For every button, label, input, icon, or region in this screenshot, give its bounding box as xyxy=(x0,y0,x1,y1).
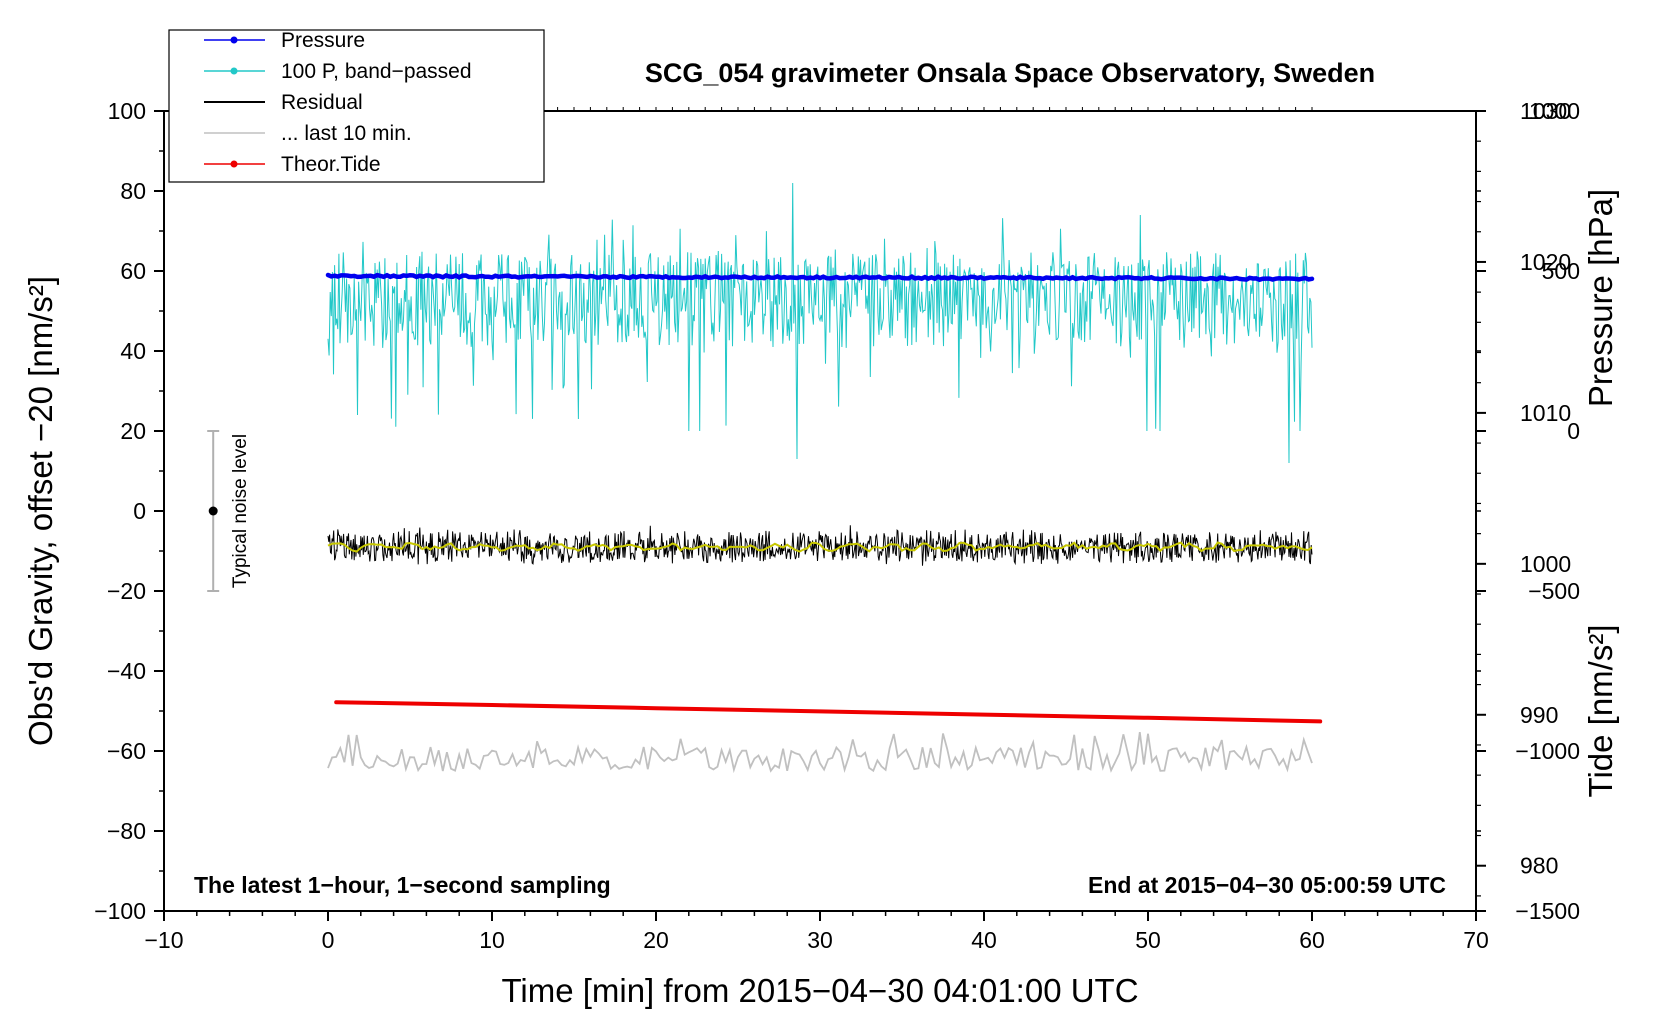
x-tick-label: 40 xyxy=(971,927,997,953)
tide-axis-label: Tide [nm/s²] xyxy=(1582,625,1619,798)
y-tick-label: −20 xyxy=(107,578,146,604)
y-tick-label: −60 xyxy=(107,738,146,764)
legend-label: Theor.Tide xyxy=(281,153,381,176)
legend-box xyxy=(168,29,545,183)
pressure-tick-label: 1000 xyxy=(1520,551,1571,577)
noise-bar-center xyxy=(208,506,218,516)
legend-marker xyxy=(230,160,238,168)
legend-label: 100 P, band−passed xyxy=(281,60,472,83)
noise-bar: Typical noise level xyxy=(207,430,251,592)
tide-tick-label: 500 xyxy=(1542,258,1580,284)
end-time-note: End at 2015−04−30 05:00:59 UTC xyxy=(1088,872,1446,898)
x-tick-label: 70 xyxy=(1463,927,1489,953)
legend: Pressure 100 P, band−passed Residual ... la… xyxy=(168,29,545,183)
pressure-axis-label: Pressure [hPa] xyxy=(1582,189,1619,407)
chart-title: SCG_054 gravimeter Onsala Space Observat… xyxy=(645,58,1375,88)
series-pressure xyxy=(325,272,1315,283)
plot-frame xyxy=(163,110,1477,912)
y-tick-label: −80 xyxy=(107,818,146,844)
series-theor-tide xyxy=(334,700,1323,724)
x-tick-label: 20 xyxy=(643,927,669,953)
x-tick-label: 50 xyxy=(1135,927,1161,953)
y-tick-label: 80 xyxy=(120,178,146,204)
x-axis-label: Time [min] from 2015−04−30 04:01:00 UTC xyxy=(501,972,1138,1009)
legend-marker xyxy=(230,36,238,44)
y-tick-label: −100 xyxy=(94,898,146,924)
legend-marker xyxy=(230,67,238,75)
pressure-tick-label: 980 xyxy=(1520,853,1558,879)
legend-label: Residual xyxy=(281,91,363,114)
series-layer xyxy=(325,182,1323,774)
series-residual-smoothed xyxy=(327,541,1313,553)
pressure-tick-label: 990 xyxy=(1520,702,1558,728)
x-tick-label: 10 xyxy=(479,927,505,953)
tide-tick-label: 1000 xyxy=(1529,98,1580,124)
x-tick-label: 30 xyxy=(807,927,833,953)
noise-bar-label: Typical noise level xyxy=(230,434,251,588)
x-tick-label: 0 xyxy=(322,927,335,953)
y-tick-label: 40 xyxy=(120,338,146,364)
series-band-passed-pressure xyxy=(327,182,1313,464)
pressure-tick-label: 1010 xyxy=(1520,400,1571,426)
series-last-10-min xyxy=(327,731,1313,774)
y-tick-label: 100 xyxy=(108,98,146,124)
tide-tick-label: −500 xyxy=(1528,578,1580,604)
y-tick-label: 20 xyxy=(120,418,146,444)
y-tick-label: −40 xyxy=(107,658,146,684)
tide-tick-label: −1000 xyxy=(1515,738,1580,764)
y-tick-label: 0 xyxy=(133,498,146,524)
sampling-note: The latest 1−hour, 1−second sampling xyxy=(194,872,611,898)
legend-label: ... last 10 min. xyxy=(281,122,412,145)
pressure-tick-label: 1020 xyxy=(1520,249,1571,275)
x-tick-label: −10 xyxy=(144,927,183,953)
series-residual xyxy=(327,525,1313,566)
pressure-tick-label: 1030 xyxy=(1520,98,1571,124)
tide-tick-label: −1500 xyxy=(1515,898,1580,924)
x-tick-label: 60 xyxy=(1299,927,1325,953)
legend-label: Pressure xyxy=(281,29,365,52)
y-axis-label: Obs'd Gravity, offset −20 [nm/s²] xyxy=(22,276,59,746)
tide-tick-label: 0 xyxy=(1567,418,1580,444)
y-tick-label: 60 xyxy=(120,258,146,284)
ticks-layer: −10 0 10 20 30 40 50 60 70100806040200−20−40−60−… xyxy=(94,98,1580,953)
